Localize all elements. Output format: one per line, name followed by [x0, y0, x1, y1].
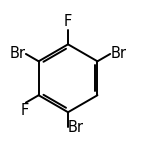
Text: F: F — [64, 14, 72, 29]
Text: F: F — [21, 103, 29, 118]
Text: Br: Br — [111, 46, 127, 61]
Text: Br: Br — [9, 46, 25, 61]
Text: Br: Br — [68, 120, 84, 135]
